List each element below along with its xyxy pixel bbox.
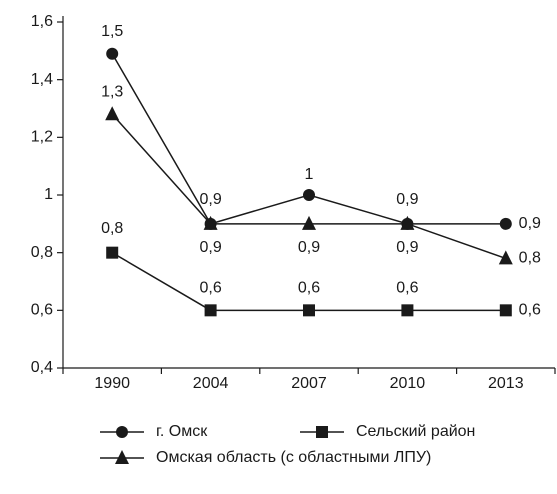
series-line: [111, 113, 507, 260]
point: [204, 304, 217, 317]
point: [499, 217, 512, 230]
y-tick-label: 1,6: [31, 13, 53, 30]
y-tick-label: 1,4: [31, 71, 53, 88]
x-tick-label: 2004: [193, 375, 229, 392]
y-tick-label: 1,2: [31, 129, 53, 146]
data-label: 0,6: [519, 302, 541, 319]
data-label: 0,9: [199, 239, 221, 256]
y-tick-label: 0,4: [31, 359, 53, 376]
point: [303, 189, 315, 201]
point: [401, 304, 414, 317]
data-label: 0,8: [101, 220, 123, 237]
data-label: 0,6: [396, 280, 418, 297]
data-label: 0,9: [519, 215, 541, 232]
data-label: 1,5: [101, 23, 123, 40]
data-label: 0,9: [396, 239, 418, 256]
legend-marker: [115, 450, 129, 464]
point: [499, 304, 512, 317]
y-tick-label: 0,6: [31, 302, 53, 319]
data-label: 0,6: [298, 280, 320, 297]
legend-marker: [116, 426, 128, 438]
y-tick-label: 1: [44, 186, 53, 203]
point: [106, 47, 119, 60]
point: [203, 215, 218, 230]
data-label: 0,8: [519, 250, 541, 267]
data-label: 1: [305, 166, 314, 183]
data-label: 0,6: [199, 280, 221, 297]
y-tick-label: 0,8: [31, 244, 53, 261]
legend-label: Омская область (с областными ЛПУ): [156, 449, 431, 466]
x-tick-label: 2010: [390, 375, 426, 392]
data-label: 0,9: [199, 191, 221, 208]
point: [498, 250, 513, 265]
point: [106, 246, 119, 259]
data-label: 1,3: [101, 83, 123, 100]
data-label: 0,9: [396, 191, 418, 208]
point: [105, 106, 120, 121]
x-tick-label: 1990: [94, 375, 130, 392]
legend-label: Сельский район: [356, 423, 475, 440]
point: [302, 215, 316, 230]
legend-marker: [316, 426, 328, 438]
point: [400, 215, 415, 230]
point: [303, 304, 315, 317]
legend-label: г. Омск: [156, 423, 208, 440]
x-tick-label: 2013: [488, 375, 524, 392]
data-label: 0,9: [298, 239, 320, 256]
x-tick-label: 2007: [291, 375, 327, 392]
